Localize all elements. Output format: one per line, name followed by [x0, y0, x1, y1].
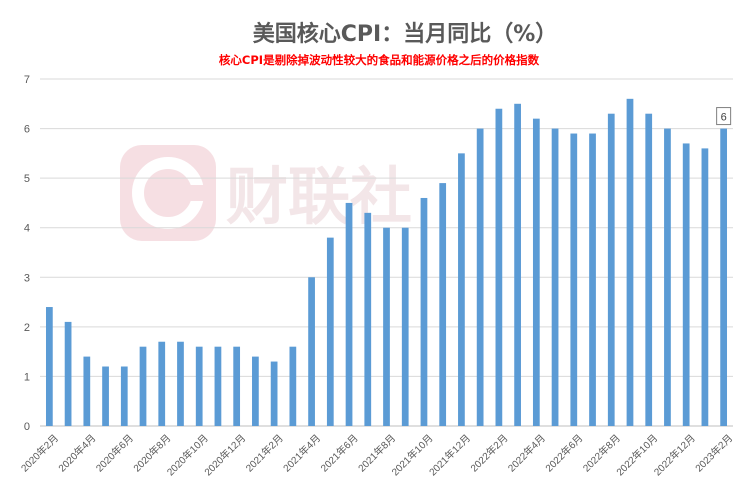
data-labels: 6	[716, 107, 732, 126]
y-tick-label: 7	[24, 74, 30, 86]
bar	[420, 197, 428, 426]
bar	[607, 113, 615, 426]
bar	[664, 128, 671, 427]
bar	[139, 346, 147, 426]
x-tick-label: 2020年4月	[55, 431, 98, 474]
bar	[45, 307, 53, 426]
y-tick-label: 4	[24, 223, 30, 235]
bar	[252, 356, 259, 426]
y-tick-label: 0	[24, 421, 30, 433]
bar	[177, 341, 184, 426]
watermark-text: 财联社	[226, 160, 412, 233]
data-label: 6	[721, 112, 727, 124]
bar	[195, 346, 203, 426]
bar	[701, 148, 709, 426]
x-axis: 2020年2月2020年4月2020年6月2020年8月2020年10月2020…	[18, 431, 735, 478]
bar	[83, 356, 91, 426]
watermark-logo-cut	[180, 185, 216, 201]
bar	[682, 143, 690, 426]
bar	[64, 321, 72, 426]
bar	[289, 346, 297, 426]
bar	[476, 128, 484, 427]
bar	[458, 153, 465, 426]
bar	[326, 237, 334, 426]
bar	[495, 108, 503, 426]
y-tick-label: 3	[24, 272, 30, 284]
y-tick-label: 2	[24, 322, 30, 334]
bar	[589, 133, 596, 426]
bar	[439, 183, 447, 426]
bar	[532, 118, 540, 427]
y-tick-label: 6	[24, 124, 30, 136]
bar	[401, 227, 409, 426]
bars	[45, 98, 728, 427]
bar	[364, 212, 372, 426]
x-tick-label: 2021年4月	[280, 431, 323, 474]
bar	[383, 227, 390, 426]
x-tick-label: 2022年6月	[542, 431, 585, 474]
y-tick-label: 1	[24, 371, 30, 383]
bar	[720, 128, 728, 427]
bar	[514, 103, 521, 427]
bar	[570, 133, 578, 426]
bar	[270, 361, 278, 426]
y-axis: 0 1 2 3 4 5 6 7	[24, 74, 30, 433]
chart-subtitle: 核心CPI是剔除掉波动性较大的食品和能源价格之后的价格指数	[219, 53, 540, 67]
y-tick-label: 5	[24, 173, 30, 185]
bar	[233, 346, 241, 426]
bar	[551, 128, 559, 427]
bar	[308, 277, 315, 426]
x-tick-label: 2021年2月	[243, 431, 286, 474]
bar	[102, 366, 109, 426]
x-tick-label: 2022年4月	[505, 431, 548, 474]
bar	[158, 341, 166, 426]
x-tick-label: 2023年2月	[692, 431, 735, 474]
bar	[345, 202, 353, 426]
watermark: 财联社	[120, 145, 412, 241]
bar	[645, 113, 653, 426]
bar	[214, 346, 222, 426]
x-tick-label: 2020年6月	[93, 431, 136, 474]
x-tick-label: 2021年6月	[318, 431, 361, 474]
x-tick-label: 2022年2月	[468, 431, 511, 474]
bar	[120, 366, 128, 426]
x-tick-label: 2020年2月	[18, 431, 61, 474]
bar	[626, 98, 634, 426]
chart-title: 美国核心CPI：当月同比（%）	[253, 21, 558, 47]
data-label-box	[716, 107, 732, 126]
